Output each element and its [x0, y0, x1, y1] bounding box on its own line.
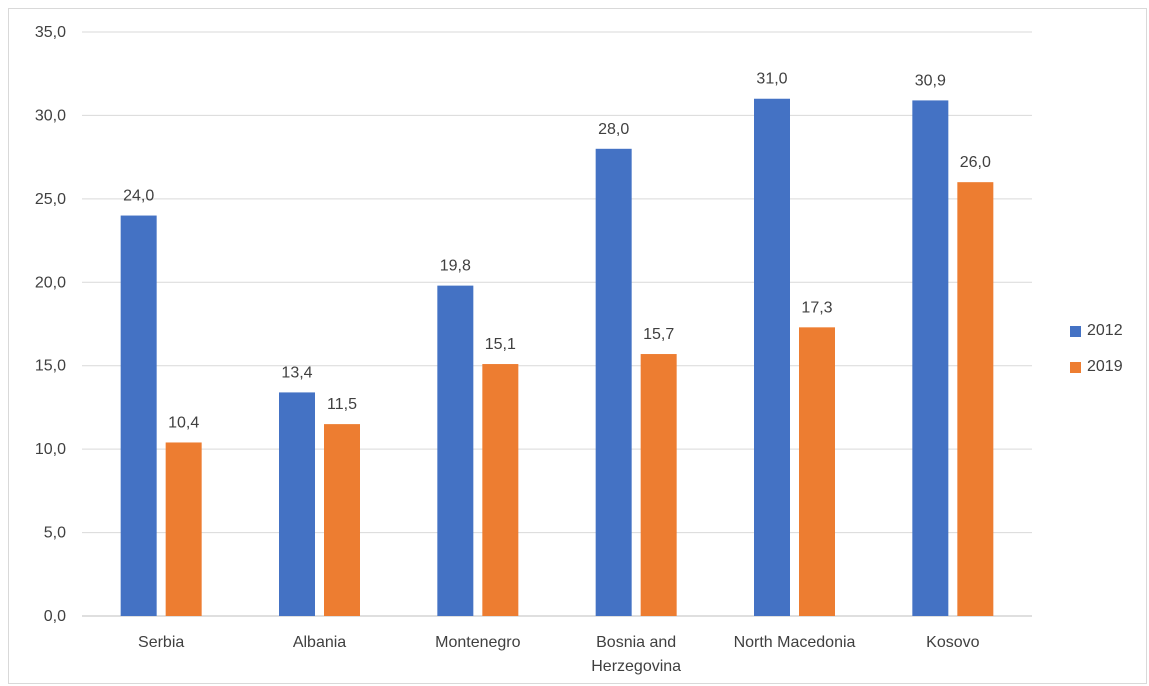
data-label-2012: 24,0	[123, 188, 154, 205]
bar-2019	[324, 424, 360, 616]
y-tick-label: 10,0	[35, 441, 66, 458]
data-label-2019: 15,1	[485, 336, 516, 353]
y-tick-label: 35,0	[35, 24, 66, 41]
data-label-2019: 11,5	[327, 396, 357, 413]
legend-swatch-2019	[1070, 361, 1081, 373]
legend-label-2019: 2019	[1087, 358, 1123, 375]
bar-2019	[640, 354, 677, 616]
legend-swatch-2012	[1070, 325, 1081, 337]
bar-2012	[754, 98, 790, 616]
legend-item-2012: 2012	[1070, 320, 1123, 342]
bar-2019	[482, 364, 519, 616]
bar-2012	[120, 215, 157, 617]
bar-2019	[165, 442, 202, 616]
legend-label-2012: 2012	[1087, 322, 1123, 339]
data-label-2019: 17,3	[801, 299, 832, 316]
x-category-label: Bosnia and Herzegovina	[591, 634, 681, 675]
bar-2012	[279, 392, 315, 616]
data-label-2012: 28,0	[598, 121, 629, 138]
x-category-label: North Macedonia	[734, 634, 856, 651]
data-label-2019: 26,0	[960, 154, 991, 171]
data-label-2012: 30,9	[915, 72, 946, 89]
x-category-label: Montenegro	[435, 634, 520, 651]
bar-2012	[912, 100, 949, 616]
x-category-label: Kosovo	[926, 634, 979, 651]
bar-2019	[957, 182, 994, 616]
data-label-2019: 15,7	[643, 326, 674, 343]
y-tick-label: 0,0	[44, 608, 66, 625]
bar-2012	[437, 285, 474, 616]
y-tick-label: 15,0	[35, 358, 66, 375]
x-category-label: Albania	[293, 634, 346, 651]
bar-2012	[595, 148, 632, 617]
bar-2019	[799, 327, 835, 616]
legend-item-2019: 2019	[1070, 356, 1123, 378]
data-label-2019: 10,4	[168, 414, 199, 431]
data-label-2012: 31,0	[756, 71, 787, 88]
legend: 2012 2019	[1070, 320, 1123, 392]
y-tick-label: 5,0	[44, 525, 66, 542]
y-tick-label: 20,0	[35, 274, 66, 291]
data-label-2012: 13,4	[281, 364, 312, 381]
x-category-label: Serbia	[138, 634, 184, 651]
data-label-2012: 19,8	[440, 258, 471, 275]
y-tick-label: 30,0	[35, 107, 66, 124]
y-tick-label: 25,0	[35, 191, 66, 208]
